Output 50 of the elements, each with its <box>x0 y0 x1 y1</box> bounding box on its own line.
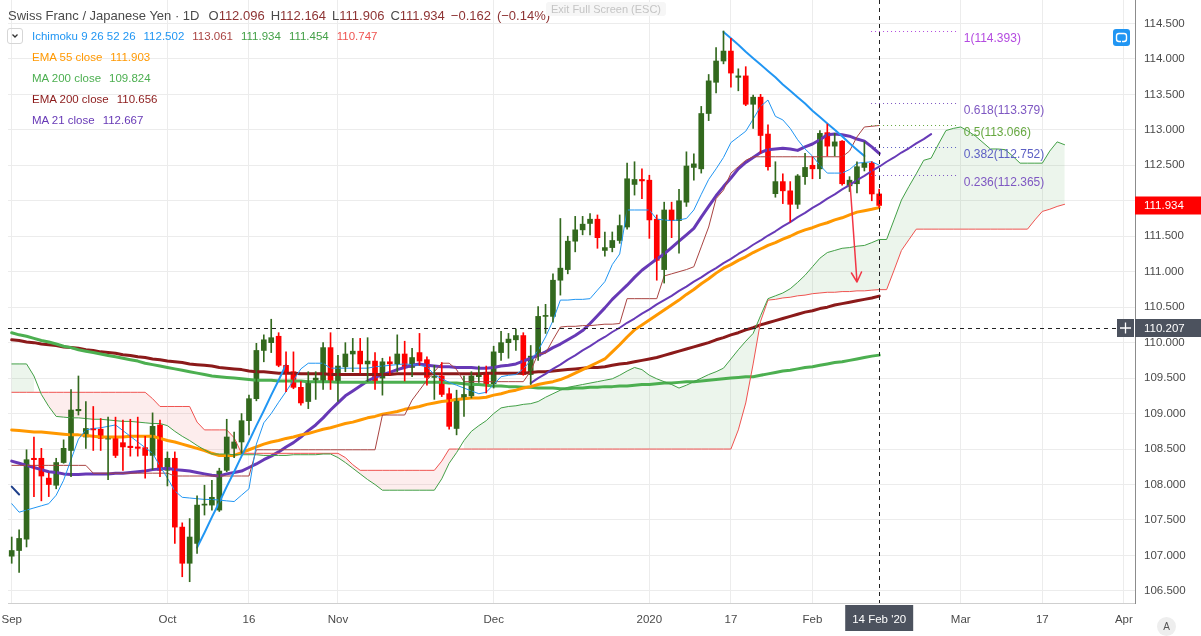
x-tick-label: Dec <box>483 613 505 626</box>
ref-line-label: 110.207 <box>1144 321 1185 334</box>
text: EMA 55 close <box>32 51 103 63</box>
text: EMA 200 close <box>32 93 109 105</box>
y-tick-label: 107.000 <box>1144 548 1186 561</box>
x-tick-label: Nov <box>327 613 349 626</box>
y-tick-label: 109.000 <box>1144 406 1186 419</box>
x-tick-label: Feb <box>802 613 823 626</box>
text: Ichimoku 9 26 52 26 <box>32 30 136 42</box>
y-tick-label: 108.000 <box>1144 477 1186 490</box>
y-tick-label: 113.000 <box>1144 122 1185 135</box>
x-tick-label: 17 <box>1035 613 1049 626</box>
text: MA 200 close <box>32 72 102 84</box>
text: O112.096 H112.164 L111.906 C111.934 −0.162 (−0.14%) <box>208 7 551 24</box>
y-tick-label: 114.000 <box>1144 52 1185 65</box>
ref-line-label: 0.236(112.365) <box>963 175 1045 190</box>
x-tick-label: 2020 <box>636 613 663 626</box>
y-tick-label: 114.500 <box>1144 16 1185 29</box>
x-tick-label: 14 Feb '20 <box>852 613 907 626</box>
x-tick-label: Mar <box>950 613 971 626</box>
annotation: 110.747 <box>336 30 378 42</box>
y-tick-label: 110.500 <box>1144 300 1185 313</box>
annotation: 110.656 <box>116 93 158 105</box>
y-tick-label: 107.500 <box>1144 513 1186 526</box>
text: MA 21 close <box>32 114 95 126</box>
y-tick-label: 109.500 <box>1144 371 1186 384</box>
y-tick-label: 111.500 <box>1144 229 1184 242</box>
y-tick-label: 112.500 <box>1144 158 1185 171</box>
annotation: 112.667 <box>102 114 144 126</box>
y-tick-label: 113.500 <box>1144 87 1185 100</box>
annotation: 112.502 <box>143 30 185 42</box>
x-tick-label: Apr <box>1114 613 1133 626</box>
y-tick-label: 106.500 <box>1144 584 1186 597</box>
x-tick-label: Sep <box>1 613 22 626</box>
x-tick-label: 17 <box>724 613 738 626</box>
y-tick-label: 111.000 <box>1144 264 1184 277</box>
y-tick-label: 108.500 <box>1144 442 1186 455</box>
text: Swiss Franc / Japanese Yen · 1D <box>8 8 200 23</box>
annotation: 113.061 <box>192 30 234 42</box>
annotation: 109.824 <box>109 72 151 84</box>
x-tick-label: Oct <box>158 613 178 626</box>
x-tick-label: 16 <box>242 613 256 626</box>
ref-line-label: 0.618(113.379) <box>963 103 1045 118</box>
text: 111.934 <box>1144 199 1184 212</box>
annotation: 111.934 <box>241 30 281 42</box>
annotation: 111.903 <box>110 51 151 63</box>
ref-line-label: 1(114.393) <box>963 31 1021 46</box>
y-tick-label: 110.000 <box>1144 335 1185 348</box>
auto-button: A <box>1157 617 1176 636</box>
annotation: 111.454 <box>288 30 329 42</box>
